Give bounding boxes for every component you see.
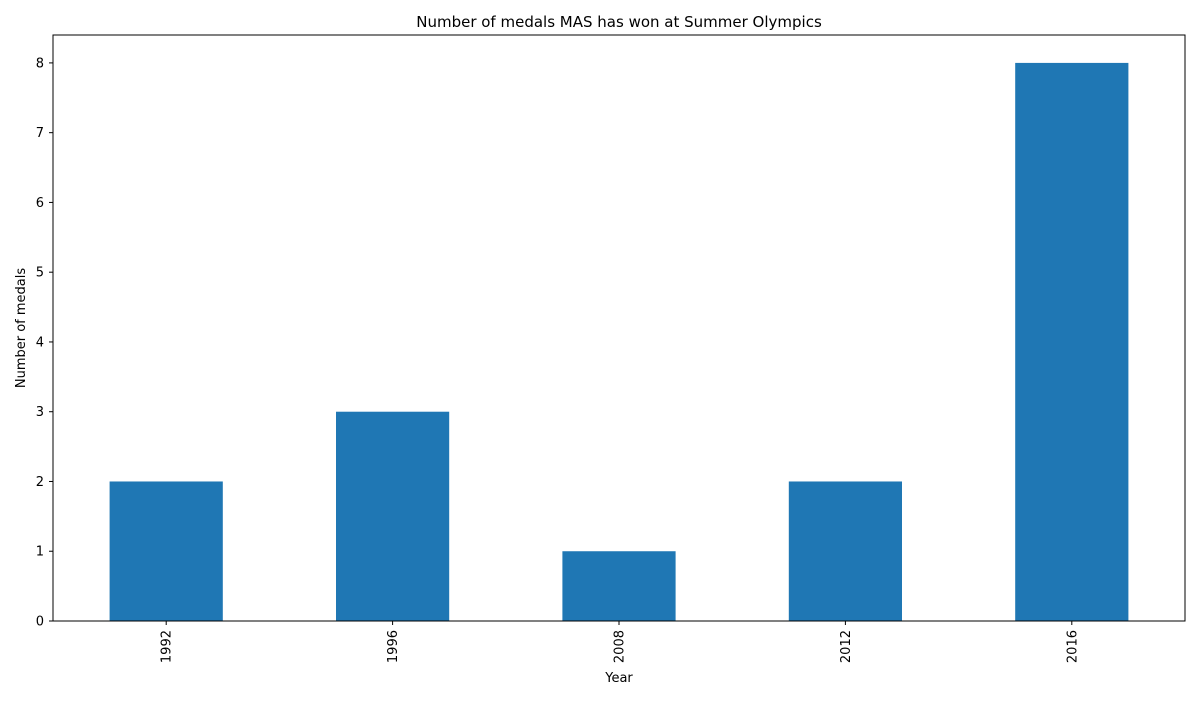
x-tick-label: 2012: [839, 630, 854, 663]
y-axis-label: Number of medals: [14, 268, 29, 389]
y-tick-label: 8: [36, 56, 44, 71]
x-axis-ticks: 1992 1996 2008 2012 2016: [160, 621, 1080, 663]
chart-title: Number of medals MAS has won at Summer O…: [416, 13, 822, 31]
bars: [109, 62, 1129, 621]
y-axis-ticks: 0 1 2 3 4 5 6 7 8: [36, 56, 53, 630]
y-tick-label: 1: [36, 545, 44, 560]
y-tick-label: 5: [36, 266, 44, 281]
y-tick-label: 4: [36, 335, 44, 350]
x-tick-label: 2008: [613, 630, 628, 663]
y-tick-label: 2: [36, 475, 44, 490]
plot-frame: [52, 34, 1186, 622]
bar-2008: [562, 551, 676, 621]
bar-2012: [788, 481, 902, 621]
x-tick-label: 1996: [386, 630, 401, 663]
x-tick-label: 2016: [1065, 630, 1080, 663]
bar-1992: [109, 481, 223, 621]
bar-2016: [1015, 62, 1129, 621]
bar-1996: [336, 411, 450, 621]
y-tick-label: 6: [36, 196, 44, 211]
x-axis-label: Year: [604, 671, 633, 686]
x-tick-label: 1992: [160, 630, 175, 663]
y-tick-label: 0: [36, 615, 44, 630]
y-tick-label: 3: [36, 405, 44, 420]
y-tick-label: 7: [36, 126, 44, 141]
